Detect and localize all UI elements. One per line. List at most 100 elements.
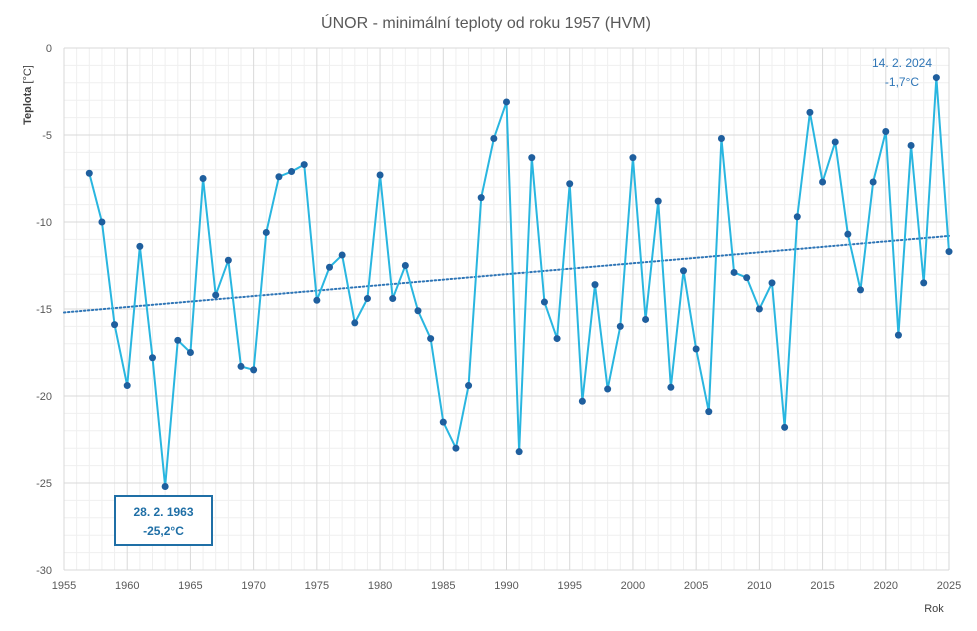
data-point	[591, 281, 599, 289]
data-point	[503, 98, 510, 106]
x-tick-label: 1985	[431, 580, 455, 592]
major-gridlines	[63, 47, 950, 571]
data-point	[465, 382, 473, 390]
data-point	[477, 194, 485, 202]
data-point	[528, 154, 536, 162]
x-tick-label: 1955	[52, 580, 76, 592]
data-point	[642, 315, 650, 323]
data-point	[654, 197, 662, 205]
data-point	[427, 335, 435, 343]
data-point	[452, 444, 460, 452]
data-point	[439, 418, 447, 426]
data-point	[604, 385, 612, 393]
y-axis-title-unit: [°C]	[22, 65, 34, 83]
x-tick-label: 2015	[810, 580, 834, 592]
data-point	[793, 213, 801, 221]
data-point	[781, 423, 789, 431]
data-point	[351, 319, 359, 327]
data-point	[275, 173, 283, 181]
y-tick-label: -20	[36, 391, 52, 403]
data-point	[85, 169, 93, 177]
data-point	[376, 171, 384, 179]
x-tick-label: 2025	[937, 580, 961, 592]
data-point	[831, 138, 839, 146]
chart-title: ÚNOR - minimální teploty od roku 1957 (H…	[321, 13, 651, 32]
data-point	[515, 448, 523, 456]
trend-line	[63, 234, 950, 314]
annotation-max-temp: -1,7°C	[885, 75, 919, 89]
x-tick-label: 1960	[115, 580, 139, 592]
y-tick-label: -5	[42, 130, 52, 142]
data-point	[857, 286, 864, 294]
data-point	[667, 383, 675, 391]
data-point	[945, 248, 953, 256]
data-point	[224, 256, 232, 264]
data-point	[237, 362, 245, 370]
data-point	[111, 321, 119, 329]
data-point	[161, 482, 169, 490]
annotation-max-date: 14. 2. 2024	[872, 56, 932, 70]
data-point	[920, 279, 928, 287]
data-point	[212, 291, 220, 299]
data-point	[844, 230, 852, 238]
data-point	[490, 134, 498, 142]
y-tick-label: -15	[36, 304, 52, 316]
data-point	[338, 251, 346, 259]
data-point	[819, 178, 827, 186]
y-axis-title: Teplota [°C]	[22, 65, 34, 125]
data-point	[730, 268, 738, 276]
x-tick-label: 2020	[874, 580, 898, 592]
x-tick-label: 1990	[494, 580, 518, 592]
data-point	[692, 345, 700, 353]
data-point	[389, 295, 397, 303]
y-tick-label: -25	[36, 478, 52, 490]
data-point	[629, 154, 637, 162]
data-point	[414, 307, 422, 315]
data-point	[540, 298, 548, 306]
data-point	[401, 262, 409, 269]
x-axis-title: Rok	[924, 603, 944, 615]
annotation-min-temp: -25,2°C	[143, 524, 184, 538]
data-point	[262, 228, 270, 236]
data-point	[578, 397, 586, 405]
data-points	[85, 74, 953, 490]
data-point	[136, 242, 144, 250]
data-point	[250, 366, 258, 374]
data-point	[199, 175, 207, 182]
data-point	[98, 218, 106, 226]
data-point	[616, 322, 624, 330]
data-point	[363, 295, 371, 303]
data-point	[755, 305, 763, 313]
x-tick-label: 1970	[241, 580, 265, 592]
data-point	[149, 354, 156, 362]
x-tick-label: 2005	[684, 580, 708, 592]
data-point	[743, 274, 751, 282]
data-point	[288, 168, 296, 176]
x-tick-label: 1965	[178, 580, 202, 592]
data-point	[123, 382, 131, 390]
data-point	[680, 267, 687, 275]
y-axis-title-name: Teplota	[22, 86, 34, 125]
data-point	[717, 134, 725, 142]
data-point	[313, 296, 321, 304]
data-point	[869, 178, 877, 186]
x-tick-label: 1975	[305, 580, 329, 592]
data-point	[705, 408, 713, 416]
x-tick-label: 2000	[621, 580, 645, 592]
data-point	[300, 161, 308, 169]
annotation-box-min	[114, 495, 213, 546]
data-point	[932, 74, 940, 82]
data-point	[186, 349, 194, 356]
y-axis-tick-labels: 0 -5 -10 -15 -20 -25 -30	[36, 43, 52, 577]
y-tick-label: -10	[36, 217, 52, 229]
data-point	[882, 128, 890, 136]
x-axis-tick-labels: 1955 1960 1965 1970 1975 1980 1985 1990 1995 2000…	[52, 580, 961, 592]
data-point	[566, 180, 574, 188]
x-tick-label: 1980	[368, 580, 392, 592]
x-tick-label: 2010	[747, 580, 771, 592]
data-point	[894, 331, 902, 339]
data-point	[553, 335, 561, 343]
y-tick-label: -30	[36, 565, 52, 577]
data-point	[806, 108, 814, 116]
